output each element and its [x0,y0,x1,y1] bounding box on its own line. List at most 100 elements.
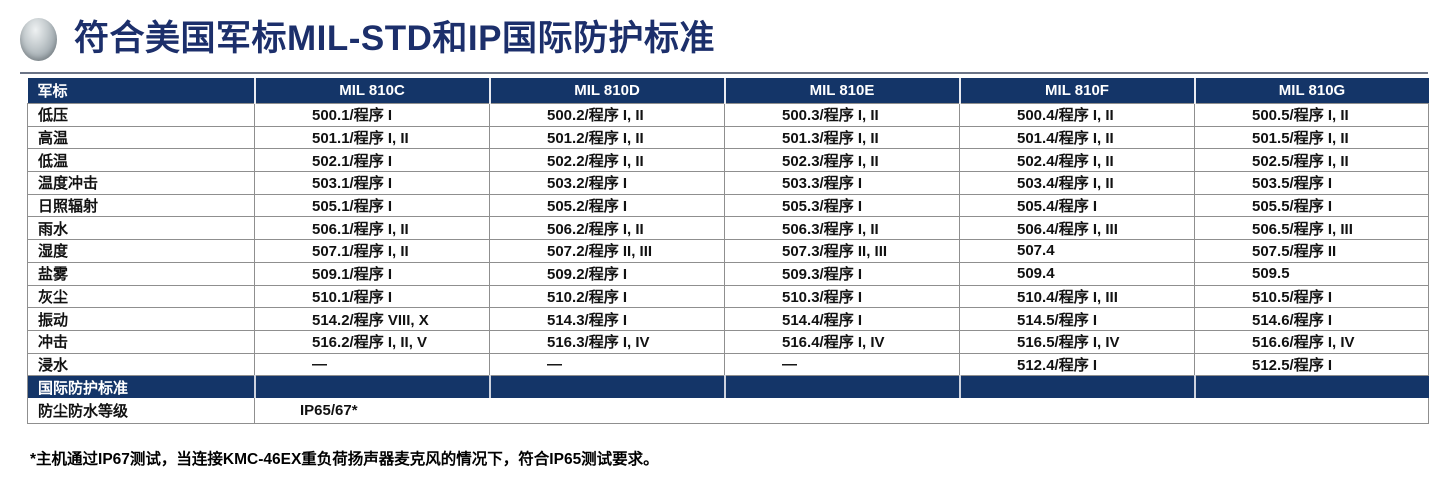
spec-cell: 510.4/程序 I, III [959,284,1195,308]
row-label: 振动 [27,307,255,331]
spec-cell: 507.3/程序 II, III [724,239,960,263]
section-header-spacer [488,375,725,398]
spec-cell: 501.1/程序 I, II [254,125,490,149]
spec-cell: 506.5/程序 I, III [1194,216,1429,240]
table-row: 盐雾 509.1/程序 I 509.2/程序 I 509.3/程序 I 509.4 509… [27,261,1429,285]
table-body: 低压 500.1/程序 I 500.2/程序 I, II 500.3/程序 I, II… [27,103,1429,424]
spec-cell: 502.5/程序 I, II [1194,148,1429,172]
spec-cell: 516.6/程序 I, IV [1194,329,1429,354]
spec-cell: 514.4/程序 I [724,307,960,331]
section-header-row: 国际防护标准 [27,375,1429,398]
row-label: 盐雾 [27,261,255,285]
spec-cell: 514.5/程序 I [959,307,1195,331]
table-row: 日照辐射 505.1/程序 I 505.2/程序 I 505.3/程序 I 505.4/… [27,193,1429,217]
spec-cell: 502.2/程序 I, II [489,148,725,172]
spec-cell: 507.4 [959,239,1195,263]
table-row: 高温 501.1/程序 I, II 501.2/程序 I, II 501.3/程序 I… [27,125,1429,149]
table-row: 湿度 507.1/程序 I, II 507.2/程序 II, III 507.3/程序… [27,239,1429,263]
spec-cell: 505.3/程序 I [724,193,960,217]
spec-cell: 509.2/程序 I [489,261,725,285]
spec-cell: 501.3/程序 I, II [724,125,960,149]
spec-cell: 503.2/程序 I [489,171,725,195]
spec-cell: 505.4/程序 I [959,193,1195,217]
spec-cell: 505.5/程序 I [1194,193,1429,217]
row-label: 灰尘 [27,284,255,308]
header-cell-label: 军标 [27,78,255,104]
spec-cell: 507.5/程序 II [1194,239,1429,263]
spec-cell: 500.4/程序 I, II [959,103,1195,127]
spec-cell: 506.2/程序 I, II [489,216,725,240]
page-title: 符合美国军标MIL-STD和IP国际防护标准 [74,19,715,58]
spec-cell: 512.4/程序 I [959,352,1195,376]
spec-cell: 514.6/程序 I [1194,307,1429,331]
row-label: 低压 [27,103,255,127]
spec-cell: 505.2/程序 I [489,193,725,217]
section-header-spacer [958,375,1195,398]
spec-cell: 502.4/程序 I, II [959,148,1195,172]
spec-cell: 505.1/程序 I [254,193,490,217]
header-cell-standard: MIL 810G [1193,78,1429,104]
spec-cell: 509.3/程序 I [724,261,960,285]
table-row: 冲击 516.2/程序 I, II, V 516.3/程序 I, IV 516.4/程… [27,329,1429,354]
spec-cell: 510.1/程序 I [254,284,490,308]
table-row: 浸水 — — —512.4/程序 I 512.5/程序 I [27,352,1429,376]
spec-cell: 503.1/程序 I [254,171,490,195]
spec-cell: 516.5/程序 I, IV [959,329,1195,354]
row-label: 温度冲击 [27,171,255,195]
section-header-label: 国际防护标准 [27,375,255,398]
section-header-spacer [253,375,490,398]
spec-cell: 512.5/程序 I [1194,352,1429,376]
spec-cell: 509.1/程序 I [254,261,490,285]
spec-cell: 502.1/程序 I [254,148,490,172]
ip-rating-value: IP65/67* [254,397,1429,424]
spec-cell: 500.5/程序 I, II [1194,103,1429,127]
spec-cell: 509.5 [1194,261,1429,285]
row-label: 日照辐射 [27,193,255,217]
header-cell-standard: MIL 810E [723,78,960,104]
row-label: 浸水 [27,352,255,376]
spec-cell: 514.3/程序 I [489,307,725,331]
mil-std-spec-table: 军标 MIL 810C MIL 810D MIL 810E MIL 810F MIL 81… [27,78,1429,424]
spec-cell: — [254,352,490,376]
spec-cell: 500.1/程序 I [254,103,490,127]
spec-cell: 516.2/程序 I, II, V [254,329,490,354]
spec-cell: 503.3/程序 I [724,171,960,195]
spec-cell: 503.4/程序 I, II [959,171,1195,195]
section-header-spacer [723,375,960,398]
spec-cell: 510.3/程序 I [724,284,960,308]
table-row: 低温 502.1/程序 I 502.2/程序 I, II 502.3/程序 I, II… [27,148,1429,172]
spec-cell: 501.2/程序 I, II [489,125,725,149]
spec-cell: 501.4/程序 I, II [959,125,1195,149]
header-cell-standard: MIL 810D [488,78,725,104]
spec-cell: 506.4/程序 I, III [959,216,1195,240]
spec-cell: 506.3/程序 I, II [724,216,960,240]
spec-cell: — [724,352,960,376]
spec-cell: 510.2/程序 I [489,284,725,308]
row-label: 湿度 [27,239,255,263]
spec-cell: 509.4 [959,261,1195,285]
spec-cell: 502.3/程序 I, II [724,148,960,172]
spec-cell: 516.4/程序 I, IV [724,329,960,354]
title-divider [20,72,1428,74]
brand-sphere-icon [20,17,57,61]
spec-cell: 503.5/程序 I [1194,171,1429,195]
spec-cell: 506.1/程序 I, II [254,216,490,240]
row-label: 低温 [27,148,255,172]
table-row: 灰尘 510.1/程序 I 510.2/程序 I 510.3/程序 I 510.4/程序… [27,284,1429,308]
table-row: 低压 500.1/程序 I 500.2/程序 I, II 500.3/程序 I, II… [27,103,1429,127]
row-label: 高温 [27,125,255,149]
spec-cell: 516.3/程序 I, IV [489,329,725,354]
spec-cell: 514.2/程序 VIII, X [254,307,490,331]
table-row: 振动 514.2/程序 VIII, X 514.3/程序 I 514.4/程序 I 51… [27,307,1429,331]
spec-cell: 507.1/程序 I, II [254,239,490,263]
title-bar: 符合美国军标MIL-STD和IP国际防护标准 [20,16,715,62]
header-cell-standard: MIL 810F [958,78,1195,104]
table-header-row: 军标 MIL 810C MIL 810D MIL 810E MIL 810F MIL 81… [27,78,1429,104]
row-label: 雨水 [27,216,255,240]
header-cell-standard: MIL 810C [253,78,490,104]
spec-cell: — [489,352,725,376]
spec-cell: 507.2/程序 II, III [489,239,725,263]
spec-cell: 500.2/程序 I, II [489,103,725,127]
spec-cell: 500.3/程序 I, II [724,103,960,127]
